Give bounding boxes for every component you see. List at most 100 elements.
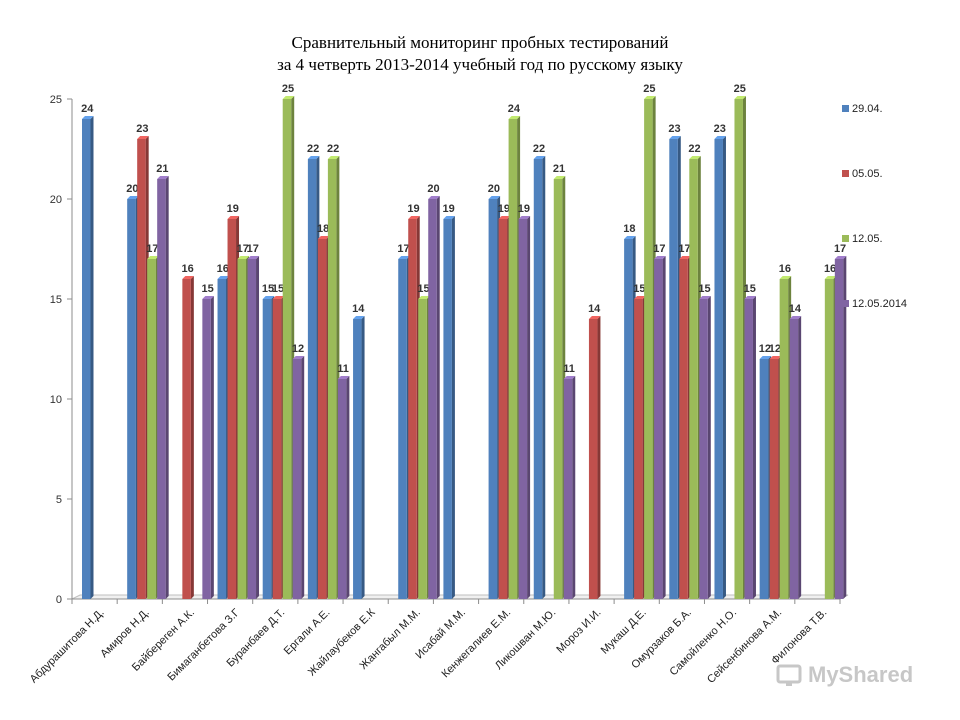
bar [292,359,302,599]
y-tick-label: 10 [50,394,62,406]
bar [217,279,227,599]
bar-side [542,156,546,599]
data-label: 15 [698,283,710,295]
bar-top [428,196,440,199]
data-label: 12 [769,343,781,355]
bar-top [789,316,802,319]
bar [498,219,508,599]
bar-top [282,96,295,99]
bar-top [237,256,250,259]
data-label: 11 [563,363,575,375]
data-label: 22 [327,143,339,155]
chart-title-line-2: за 4 четверть 2013-2014 учебный год по р… [277,55,683,74]
bar [654,259,663,599]
data-label: 19 [518,203,530,215]
bar-top [418,296,430,299]
bar-side [346,376,350,599]
bar [644,99,653,599]
data-label: 14 [588,303,601,315]
bar-side [301,356,305,599]
bar [137,139,146,599]
bar-top [82,116,94,119]
data-label: 17 [237,243,249,255]
bar [428,199,437,599]
bar [508,119,518,599]
data-label: 14 [789,303,802,315]
bar-top [644,96,656,99]
bar-top [262,296,275,299]
data-label: 16 [217,263,229,275]
data-label: 16 [779,263,791,275]
bar-top [137,136,149,139]
bar-top [714,136,726,139]
bar [488,199,498,599]
bar-top [769,356,782,359]
data-label: 12 [759,343,771,355]
bar [408,219,417,599]
bar-side [210,296,214,599]
data-label: 15 [417,283,429,295]
bar [443,219,452,599]
legend-entry: 12.05.2014 [852,298,907,310]
legend-swatch [842,235,849,242]
bar-top [217,276,230,279]
data-label: 21 [553,163,565,175]
legend-swatch [842,300,849,307]
bar-top [227,216,240,219]
bar-top [533,156,546,159]
bar [337,379,347,599]
data-label: 23 [714,123,726,135]
bar [317,239,327,599]
bar-top [699,296,711,299]
data-label: 21 [156,163,168,175]
bar [418,299,427,599]
bar [202,299,211,599]
bar [779,279,789,599]
bar [824,279,834,599]
data-label: 25 [734,83,746,95]
bar-side [722,136,726,599]
bar-top [588,316,601,319]
data-label: 18 [317,223,329,235]
x-tick-label: Мороз И.И. [554,607,603,656]
bar-top [398,256,410,259]
data-label: 25 [282,83,294,95]
bar-top [563,376,576,379]
bar [834,259,844,599]
data-label: 19 [443,203,455,215]
bar [759,359,769,599]
bar-top [182,276,194,279]
data-label: 16 [181,263,193,275]
data-label: 15 [744,283,756,295]
bar-top [247,256,260,259]
bar [353,319,362,599]
bar-top [779,276,792,279]
bar-top [307,156,320,159]
legend-entry: 12.05. [852,233,883,245]
bar-side [361,316,365,599]
bar-side [798,316,802,599]
legend-swatch [842,105,849,112]
data-label: 17 [397,243,409,255]
bar-side [707,296,711,599]
data-label: 17 [678,243,690,255]
y-tick-label: 0 [56,594,62,606]
bar-top [327,156,340,159]
bar [563,379,573,599]
bar [157,179,166,599]
data-label: 15 [262,283,274,295]
bar-top [759,356,772,359]
bar-top [689,156,701,159]
data-label: 24 [81,103,94,115]
bar-top [202,296,214,299]
data-label: 22 [533,143,545,155]
bar [588,319,598,599]
legend-entry: 05.05. [852,168,883,180]
data-label: 22 [688,143,700,155]
data-label: 20 [126,183,138,195]
x-tick-label: Мукаш Д.Е. [599,607,649,657]
data-label: 19 [227,203,239,215]
bar-top [127,196,139,199]
data-label: 19 [498,203,510,215]
bar [699,299,708,599]
